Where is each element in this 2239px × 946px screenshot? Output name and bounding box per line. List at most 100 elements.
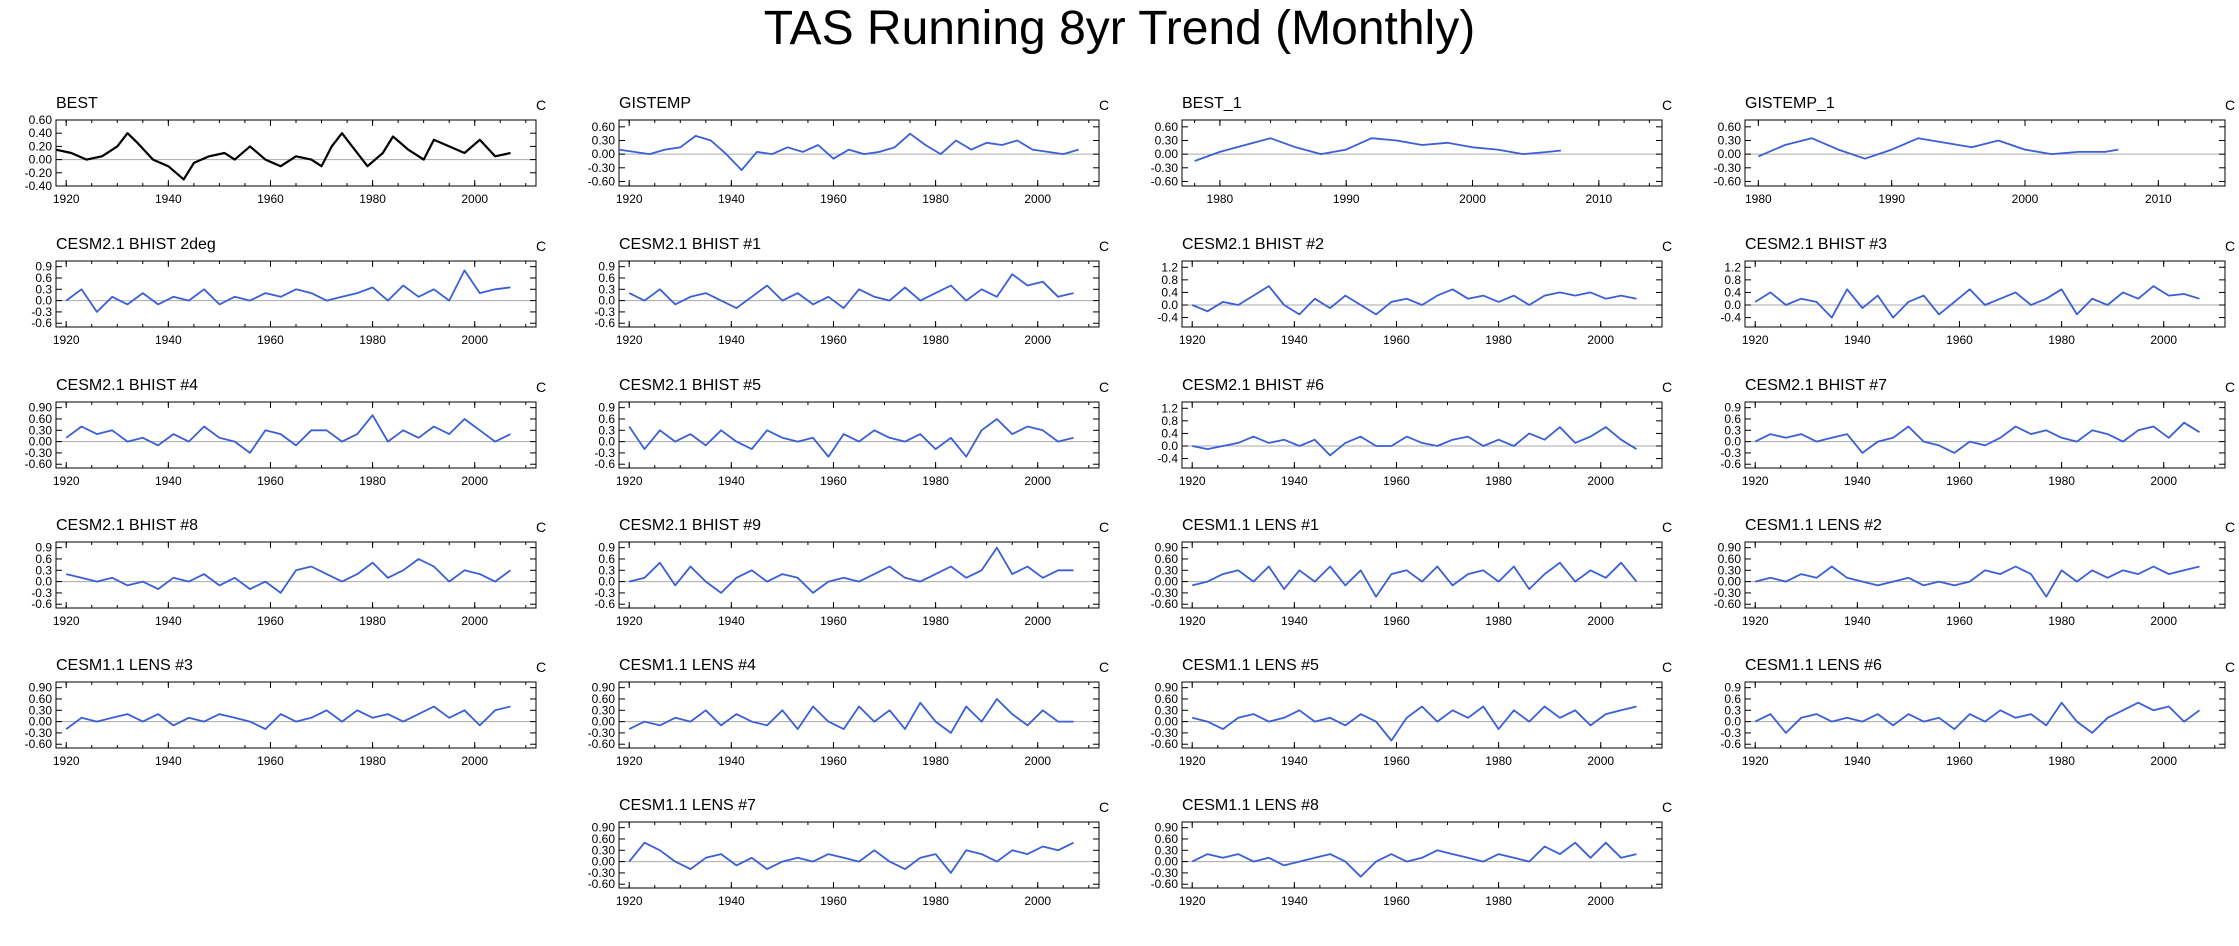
plot-frame [1181,401,1663,469]
chart-panel: CESM2.1 BHIST #6 C -0.4 0.0 0.4 0.8 1.2 1920 194… [1126,377,1672,494]
x-tick-label: 1920 [53,614,80,628]
y-tick-label: 0.9 [1724,401,1741,415]
x-tick-label: 1980 [1485,894,1512,908]
chart-title: CESM2.1 BHIST #1 [619,236,761,253]
unit-label: C [1099,519,1110,535]
x-tick-label: 1960 [1383,333,1410,347]
x-tick-label: 1940 [1844,614,1871,628]
y-tick-label: 0.6 [35,271,52,285]
x-tick-label: 1920 [1179,754,1206,768]
x-tick-label: 1960 [820,474,847,488]
y-tick-label: 0.30 [592,843,616,857]
x-tick-label: 1980 [1745,192,1772,206]
chart-title: CESM1.1 LENS #3 [56,657,193,674]
unit-label: C [1662,659,1673,675]
y-tick-label: 0.40 [29,126,53,140]
x-tick-label: 1960 [257,614,284,628]
y-tick-label: -0.6 [1720,457,1741,471]
chart-panel: CESM2.1 BHIST #4 C -0.60 -0.30 0.00 0.30 0.60 0… [0,377,546,494]
series-line [1754,285,2200,319]
y-tick-label: -0.3 [1720,726,1741,740]
x-tick-label: 2000 [2150,614,2177,628]
x-tick-label: 2000 [1024,333,1051,347]
x-tick-label: 1920 [1179,333,1206,347]
chart-panel: CESM2.1 BHIST #3 C -0.4 0.0 0.4 0.8 1.2 1920 194… [1689,236,2235,353]
y-tick-label: 0.90 [29,401,53,415]
x-tick-label: 1940 [1281,474,1308,488]
chart-title: CESM2.1 BHIST 2deg [56,236,216,253]
chart-title: GISTEMP_1 [1745,95,1835,112]
x-tick-label: 1980 [922,614,949,628]
unit-label: C [1099,238,1110,254]
x-tick-label: 1940 [718,333,745,347]
x-tick-label: 1940 [1281,754,1308,768]
x-tick-label: 1980 [1485,614,1512,628]
y-tick-label: -0.30 [25,726,53,740]
x-tick-label: 1960 [1946,474,1973,488]
y-tick-label: -0.3 [31,305,52,319]
y-tick-label: 0.60 [1718,120,1742,134]
x-tick-label: 1940 [1844,333,1871,347]
unit-label: C [536,379,547,395]
x-tick-label: 2000 [2150,474,2177,488]
y-tick-label: 0.90 [1718,541,1742,555]
y-tick-label: 0.8 [1724,273,1741,287]
chart-svg: -0.6-0.30.00.30.60.9 1920 1940 1960 1980 2000 [1720,401,2226,488]
x-tick-label: 2000 [2150,754,2177,768]
y-tick-label: 0.3 [598,563,615,577]
series-line [1754,565,2200,598]
series-line [65,558,512,594]
y-tick-label: 0.6 [1724,692,1741,706]
y-tick-label: -0.4 [1720,311,1741,325]
x-tick-label: 1980 [359,614,386,628]
chart-panel: CESM2.1 BHIST #8 C -0.6 -0.3 0.0 0.3 0.6 0.9 192… [0,517,546,634]
x-tick-label: 1980 [1485,754,1512,768]
y-tick-label: 0.0 [598,294,615,308]
y-tick-label: 0.60 [1155,120,1179,134]
chart-panel: GISTEMP C -0.60 -0.30 0.00 0.30 0.60 1920 1940 19… [563,95,1109,212]
chart-panel: CESM1.1 LENS #6 C -0.6 -0.3 0.0 0.3 0.6 0.9 1920… [1689,657,2235,774]
series-line [1754,701,2201,734]
y-tick-label: 0.20 [29,139,53,153]
x-tick-label: 1920 [616,192,643,206]
y-tick-label: 0.00 [1718,147,1742,161]
plot-frame [618,541,1100,609]
chart-title: BEST [56,95,98,112]
chart-svg: -0.60-0.300.000.300.600.90 1920 1940 1960 19… [1151,821,1663,908]
y-tick-label: 0.6 [35,552,52,566]
x-tick-label: 1960 [820,614,847,628]
series-line [628,273,1074,309]
chart-svg: -0.60-0.300.000.300.600.90 1920 1940 1960 19… [1151,681,1663,768]
chart-panel: GISTEMP_1 C -0.60 -0.30 0.00 0.30 0.60 1980 1990… [1689,95,2235,212]
chart-svg: -0.60-0.300.000.300.600.90 1920 1940 1960 19… [588,821,1100,908]
y-tick-label: 0.60 [592,692,616,706]
y-tick-label: 0.30 [1155,843,1179,857]
y-tick-label: 0.00 [592,855,616,869]
x-tick-label: 2000 [2150,333,2177,347]
y-tick-label: 0.0 [598,435,615,449]
x-tick-label: 1940 [1844,754,1871,768]
x-tick-label: 1990 [1878,192,1905,206]
x-tick-label: 1940 [155,474,182,488]
y-tick-label: 0.30 [592,703,616,717]
chart-title: CESM1.1 LENS #7 [619,797,756,814]
y-tick-label: -0.4 [1157,311,1178,325]
x-tick-label: 2000 [2012,192,2039,206]
x-tick-label: 1980 [359,754,386,768]
x-tick-label: 1960 [257,754,284,768]
series-line [628,418,1074,458]
chart-svg: -0.6-0.30.00.30.60.9 1920 1940 1960 1980 2000 [31,541,537,628]
y-tick-label: 0.6 [598,271,615,285]
series-line [65,705,511,730]
chart-svg: -0.40.00.40.81.2 1920 1940 1960 1980 2000 [1157,401,1663,488]
chart-title: CESM1.1 LENS #6 [1745,657,1882,674]
chart-panel: CESM1.1 LENS #8 C -0.60 -0.30 0.00 0.30 0.60 0.… [1126,797,1672,914]
x-tick-label: 1920 [1742,474,1769,488]
y-tick-label: 0.3 [1724,423,1741,437]
y-tick-label: 0.3 [598,423,615,437]
unit-label: C [1099,97,1110,113]
x-tick-label: 1920 [616,894,643,908]
chart-svg: -0.6-0.30.00.30.60.9 1920 1940 1960 1980 2000 [594,401,1100,488]
x-tick-label: 1920 [616,614,643,628]
unit-label: C [1099,659,1110,675]
